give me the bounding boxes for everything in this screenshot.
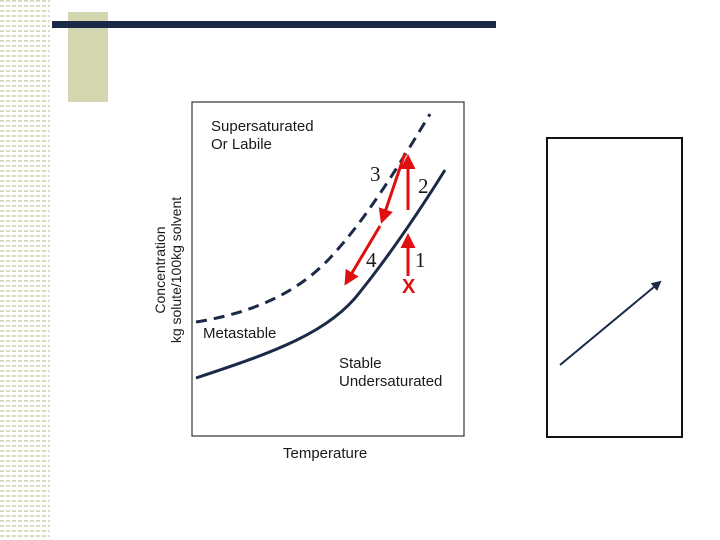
plot-frame	[191, 101, 465, 437]
x-axis-label: Temperature	[283, 445, 368, 462]
label-stable: Stable Undersaturated	[339, 355, 443, 390]
start-point-marker: X	[402, 276, 416, 298]
step-label-1: 1	[415, 248, 426, 272]
label-metastable: Metastable	[203, 325, 277, 342]
arrow-step-4	[344, 225, 382, 286]
step-label-3: 3	[370, 162, 381, 186]
side-box	[546, 137, 683, 438]
step-label-2: 2	[418, 174, 429, 198]
diagonal-arrow	[559, 280, 662, 366]
arrow-step-3	[378, 152, 407, 224]
step-label-4: 4	[366, 248, 377, 272]
solubility-curve	[195, 169, 447, 380]
decorative-stripes	[0, 0, 50, 540]
supersolubility-curve	[195, 113, 432, 324]
title-accent-bar	[52, 21, 496, 28]
label-supersaturated: Supersaturated Or Labile	[211, 118, 314, 153]
y-axis-label: Concentration kg solute/100kg solvent	[152, 196, 184, 344]
